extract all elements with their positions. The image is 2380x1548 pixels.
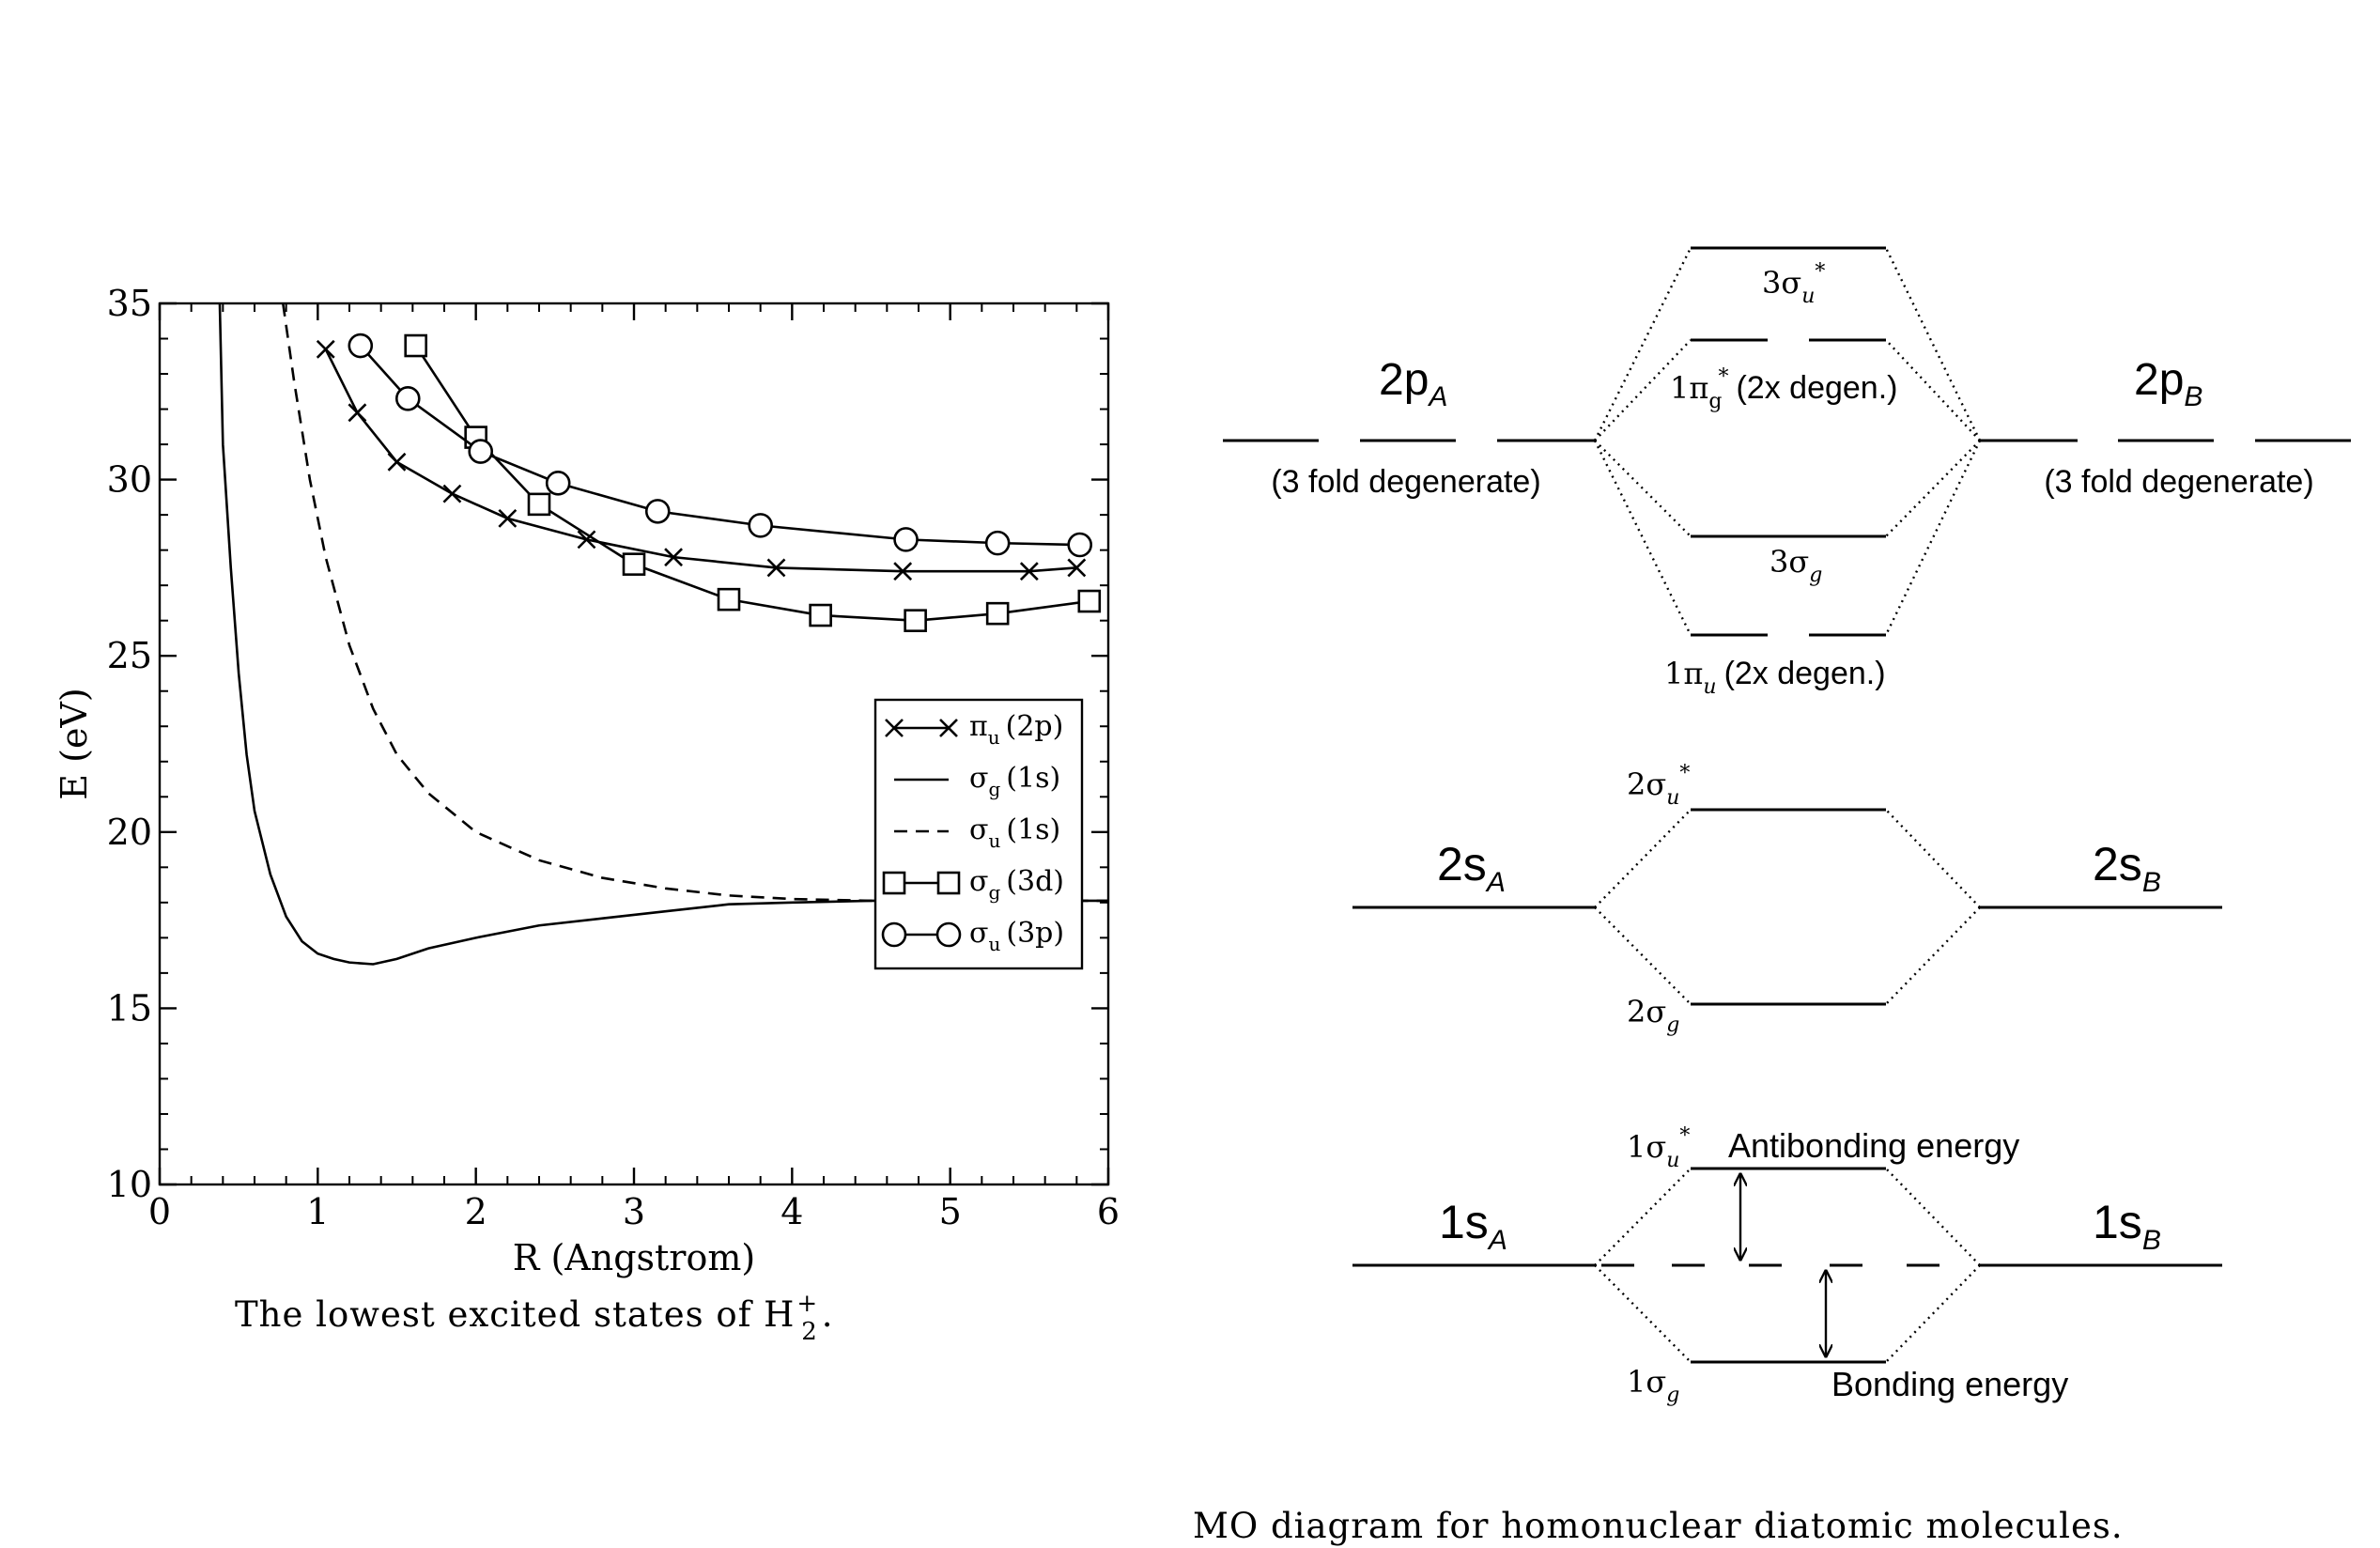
legend-marker (939, 719, 958, 737)
correlation-lines-1s (1594, 1168, 1981, 1363)
plot-frame (158, 302, 1110, 1186)
legend-label: σu (3p) (969, 917, 1064, 955)
correlation-lines-2p (1593, 247, 1982, 636)
legend-marker (885, 719, 904, 737)
data-point (498, 508, 518, 528)
data-point (622, 552, 646, 576)
label-2sigma-u: 2σu* (1627, 762, 1690, 810)
label-3sigma-u: 3σu* (1762, 260, 1825, 308)
degenerate-note-right: (3 fold degenerate) (2044, 464, 2313, 500)
series-line (414, 345, 1090, 622)
y-tick-label: 25 (107, 635, 152, 676)
legend-entry-pi-u-2p: πu (2p) (885, 710, 1063, 749)
data-point (545, 471, 571, 496)
legend-box (873, 698, 1084, 970)
data-point (404, 333, 428, 358)
data-point (985, 601, 1010, 626)
legend-label: σu (1s) (969, 813, 1060, 852)
data-point (1019, 562, 1039, 581)
data-point (348, 403, 367, 423)
data-point (984, 530, 1011, 556)
legend-marker (882, 871, 906, 895)
label-2p-left: 2pA (1379, 355, 1447, 412)
chart-legend: πu (2p) σg (1s) σu (1s) σg (3d) σu (3p) (873, 698, 1084, 970)
x-tick-label: 0 (148, 1191, 171, 1232)
legend-marker (881, 921, 907, 948)
series-line (218, 302, 1108, 966)
antibonding-energy-label: Antibonding energy (1728, 1126, 2019, 1165)
data-point (644, 499, 671, 524)
y-tick-label: 35 (107, 283, 152, 324)
legend-entry-sigma-u-1s: σu (1s) (894, 813, 1060, 852)
data-point (664, 548, 684, 567)
mo-diagram (1223, 246, 2351, 1364)
legend-label: σg (1s) (969, 762, 1060, 800)
x-tick-label: 3 (623, 1191, 645, 1232)
x-tick-label: 2 (465, 1191, 487, 1232)
label-1pi-g: 1πg* (2x degen.) (1670, 365, 1897, 413)
data-point (527, 492, 551, 517)
x-tick-label: 4 (780, 1191, 803, 1232)
legend-marker (935, 921, 962, 948)
data-point (468, 439, 494, 464)
x-axis-label: R (Angstrom) (513, 1237, 755, 1278)
legend-label: σg (3d) (969, 865, 1064, 904)
data-point (809, 603, 832, 627)
data-point (316, 339, 335, 359)
series-line (324, 348, 1077, 573)
y-axis-label: E (eV) (54, 688, 95, 799)
left-caption: The lowest excited states of H+ 2. (235, 1290, 834, 1346)
label-2s-right: 2sB (2093, 838, 2161, 898)
data-point (717, 587, 741, 611)
y-tick-label: 30 (107, 459, 152, 501)
y-tick-label: 10 (107, 1164, 152, 1205)
label-1sigma-u: 1σu* (1627, 1124, 1690, 1172)
label-1sigma-g: 1σg (1627, 1364, 1679, 1407)
legend-marker (936, 871, 961, 895)
series-pi-u-2p (316, 339, 1087, 581)
tick-labels: 0 1 2 3 4 5 6 10 15 20 25 30 35 (107, 283, 1120, 1232)
x-tick-label: 6 (1097, 1191, 1120, 1232)
label-3sigma-g: 3σg (1770, 544, 1822, 587)
data-point (387, 452, 407, 472)
data-point (766, 558, 786, 578)
data-point (1067, 532, 1092, 558)
x-tick-label: 5 (939, 1191, 962, 1232)
legend-entry-sigma-g-1s: σg (1s) (894, 762, 1060, 800)
legend-entry-sigma-u-3p: σu (3p) (881, 917, 1064, 955)
data-point (748, 513, 773, 538)
y-tick-label: 20 (107, 812, 152, 853)
label-1s-right: 1sB (2093, 1196, 2161, 1256)
data-point (1067, 558, 1087, 578)
x-tick-label: 1 (306, 1191, 329, 1232)
series-sigma-u-3p (348, 333, 1092, 558)
degenerate-note-left: (3 fold degenerate) (1271, 464, 1540, 500)
data-point (893, 527, 919, 552)
label-2s-left: 2sA (1437, 838, 1506, 898)
legend-label: πu (2p) (969, 710, 1063, 749)
data-point (394, 386, 421, 411)
data-point (1077, 589, 1102, 613)
data-point (348, 333, 374, 359)
label-2p-right: 2pB (2134, 355, 2202, 412)
label-2sigma-g: 2σg (1627, 994, 1679, 1037)
series-sigma-g-3d (404, 333, 1102, 632)
label-1s-left: 1sA (1439, 1196, 1507, 1256)
data-point (893, 562, 913, 581)
y-tick-label: 15 (107, 987, 152, 1029)
series-sigma-g-1s (218, 302, 1108, 966)
legend-entry-sigma-g-3d: σg (3d) (882, 865, 1064, 904)
mo-diagram-caption: MO diagram for homonuclear diatomic mole… (1193, 1506, 2124, 1546)
bonding-energy-label: Bonding energy (1831, 1365, 2068, 1403)
data-point (577, 530, 596, 550)
label-1pi-u: 1πu (2x degen.) (1664, 656, 1886, 699)
correlation-lines-2s (1594, 809, 1981, 1005)
data-point (904, 609, 927, 632)
data-point (442, 484, 462, 503)
